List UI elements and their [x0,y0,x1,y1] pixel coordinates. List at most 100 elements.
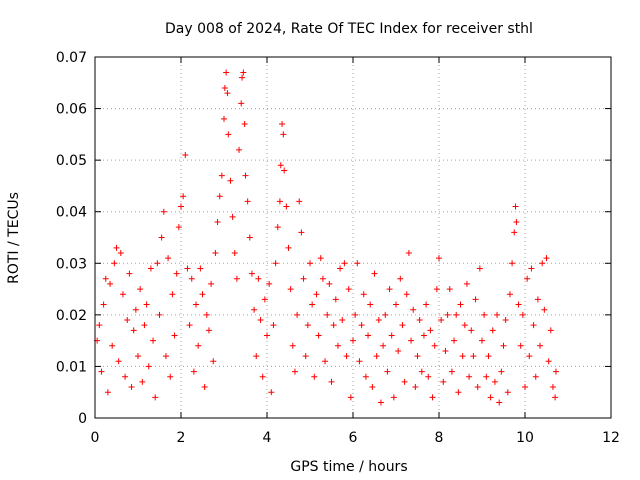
data-point [337,265,344,272]
data-point [356,358,363,365]
data-point [397,275,404,282]
data-point [451,337,458,344]
data-point [281,167,288,174]
data-point [405,249,412,256]
data-point [537,342,544,349]
chart-title: Day 008 of 2024, Rate Of TEC Index for r… [165,21,533,37]
data-point [459,353,466,360]
data-point [500,342,507,349]
data-point [474,384,481,391]
data-point [509,260,516,267]
data-point [365,332,372,339]
data-point [98,368,105,375]
data-point [339,317,346,324]
data-point [193,301,200,308]
data-point [210,358,217,365]
x-axis-label: GPS time / hours [290,459,407,475]
data-point [440,378,447,385]
data-point [448,368,455,375]
data-point [545,358,552,365]
data-point [429,394,436,401]
data-point [386,286,393,293]
data-point [143,301,150,308]
data-point [197,265,204,272]
data-point [266,280,273,287]
data-point [319,275,326,282]
data-point [382,311,389,318]
data-point [362,373,369,380]
data-point [165,255,172,262]
data-point [276,198,283,205]
x-tick-label: 4 [263,430,272,446]
data-point [224,90,231,97]
data-point [395,347,402,354]
data-point [388,332,395,339]
data-point [461,322,468,329]
data-point [423,301,430,308]
data-point [182,151,189,158]
data-point [175,224,182,231]
data-point [539,260,546,267]
data-point [453,311,460,318]
data-point [341,260,348,267]
data-point [212,249,219,256]
data-point [552,394,559,401]
data-point [190,368,197,375]
data-point [102,275,109,282]
data-point [481,311,488,318]
data-point [248,270,255,277]
data-point [122,373,129,380]
data-point [160,208,167,215]
data-point [96,322,103,329]
data-point [375,317,382,324]
data-point [280,131,287,138]
data-point [244,198,251,205]
data-point [345,286,352,293]
data-point [512,203,519,210]
data-point [502,317,509,324]
data-point [380,342,387,349]
grid [95,57,611,418]
data-point [145,363,152,370]
data-point [326,280,333,287]
data-point [534,296,541,303]
data-point [511,229,518,236]
data-point [178,203,184,210]
data-point [126,270,133,277]
data-point [268,389,275,396]
y-tick-label: 0 [78,411,87,427]
data-point [239,74,246,81]
data-point [119,291,126,298]
data-point [489,327,496,334]
data-point [414,353,421,360]
data-point [221,115,227,122]
data-point [317,255,324,262]
data-point [433,286,440,293]
tick-marks [94,56,612,419]
data-point [137,286,144,293]
data-point [251,306,258,313]
data-point [233,275,240,282]
data-point [257,317,264,324]
y-tick-label: 0.02 [56,308,87,324]
data-point [393,301,399,308]
data-point [491,378,498,385]
data-point [238,100,245,107]
data-point [470,353,477,360]
data-point [304,322,311,329]
data-point [264,332,270,339]
data-point [427,327,434,334]
data-point [214,219,221,226]
data-point [352,311,359,318]
y-tick-label: 0.07 [56,50,87,66]
data-point [541,306,548,313]
data-point [513,219,520,226]
data-point [494,311,501,318]
data-point [403,291,410,298]
data-points [94,69,559,406]
data-point [236,146,243,153]
data-point [158,234,165,241]
data-point [291,368,298,375]
data-point [446,286,453,293]
data-point [408,337,415,344]
